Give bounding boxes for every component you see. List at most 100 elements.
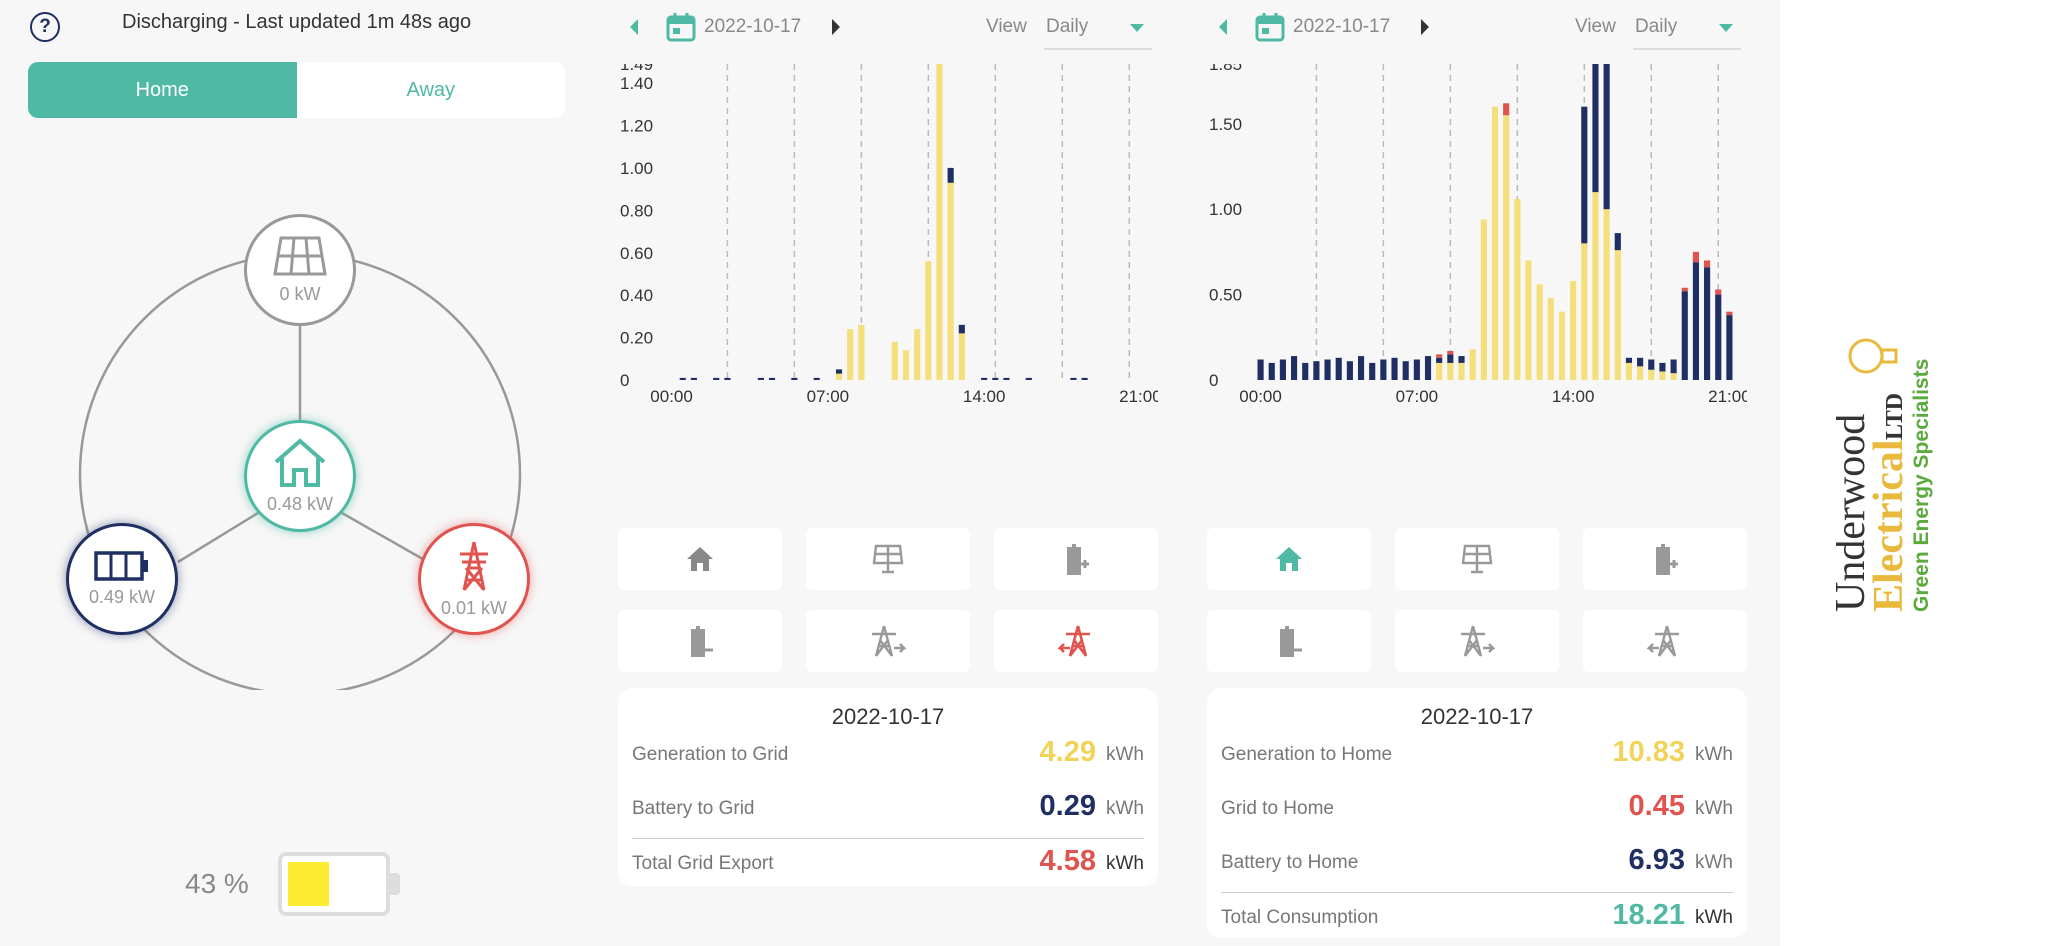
bar-segment [1592,64,1599,193]
x-tick-label: 07:00 [807,387,850,406]
bar-segment [1614,233,1621,251]
bar-segment [1380,359,1387,380]
grid-node[interactable]: 0.01 kW [418,523,530,635]
bar-segment [925,261,932,380]
chevron-down-icon [1130,24,1144,32]
prev-date-icon[interactable] [1219,19,1227,35]
summary-row-value: 0.29 [1039,790,1096,822]
grid-import-icon [1647,625,1679,657]
energy-flow-diagram: 0 kW 0.48 kW 0.49 kW 0.01 kW [60,210,540,690]
next-date-icon[interactable] [1421,19,1429,35]
date-label[interactable]: 2022-10-17 [1293,16,1391,37]
battery-discharge-icon [691,626,713,657]
consumption-panel: 2022-10-17 View Daily 0 0.50 1.00 1.50 1.85 0… [1207,0,1747,946]
solar-panel-icon [1461,544,1493,574]
bar-segment [891,341,898,380]
battery-discharge-filter-button[interactable] [1207,610,1371,672]
logo-line1: Underwood [1836,414,1874,612]
grid-export-filter-button[interactable] [1395,610,1559,672]
y-tick-label: 1.40 [620,74,653,93]
bar-segment [902,350,910,380]
battery-charge-icon [1656,544,1678,575]
bar-segment [1670,373,1677,380]
y-tick-label: 0.40 [620,286,653,305]
summary-row: Grid to Home 0.45 kWh [1221,784,1733,838]
bar-segment [1637,357,1644,367]
summary-row-label: Battery to Home [1221,852,1359,873]
home-node[interactable]: 0.48 kW [244,420,356,532]
battery-charge-filter-button[interactable] [1583,528,1747,590]
battery-power-value: 0.49 kW [88,586,156,607]
home-filter-button[interactable] [618,528,782,590]
y-tick-label: 1.00 [1209,200,1242,219]
solar-filter-button[interactable] [1395,528,1559,590]
bar-segment [1726,311,1733,316]
pylon-icon [460,541,488,591]
bar-segment [1025,377,1032,380]
grid-export-filter-button[interactable] [806,610,970,672]
bar-segment [936,64,943,380]
consumption-chart: 0 0.50 1.00 1.50 1.85 00:00 07:00 14:00 21:00 [1209,64,1747,406]
date-label[interactable]: 2022-10-17 [704,16,802,37]
help-icon[interactable]: ? [30,12,60,42]
solar-filter-button[interactable] [806,528,970,590]
bar-segment [1003,377,1010,380]
bar-segment [1257,359,1264,380]
battery-discharge-filter-button[interactable] [618,610,782,672]
bar-segment [981,377,988,380]
export-summary-card: 2022-10-17 Generation to Grid 4.29 kWh B… [618,688,1158,886]
summary-row-unit: kWh [1695,744,1733,765]
summary-row-unit: kWh [1106,853,1144,874]
grid-import-filter-button[interactable] [1583,610,1747,672]
bar-segment [1503,103,1510,116]
home-icon [687,547,713,571]
bar-segment [1291,356,1298,380]
summary-row: Generation to Grid 4.29 kWh [632,730,1144,784]
battery-percent: 43 % [185,868,249,899]
battery-discharge-icon [1280,626,1302,657]
bar-segment [1547,298,1554,380]
home-filter-button[interactable] [1207,528,1371,590]
bar-segment [1726,315,1733,380]
y-tick-label: 0.50 [1209,286,1242,305]
next-date-icon[interactable] [832,19,840,35]
chevron-down-icon [1719,24,1733,32]
date-bar: 2022-10-17 View Daily [1207,10,1747,54]
battery-icon [94,550,148,581]
bar-segment [992,377,999,380]
home-mode-button[interactable]: Home [28,62,297,118]
view-label: View [986,16,1027,37]
view-select[interactable]: Daily [1633,10,1741,50]
summary-row-unit: kWh [1695,852,1733,873]
bar-segment [1704,267,1711,380]
summary-row-label: Grid to Home [1221,798,1334,819]
summary-row-value: 18.21 [1612,899,1685,931]
y-tick-label: 0 [1209,371,1218,390]
bar-segment [1369,362,1376,380]
summary-row: Battery to Grid 0.29 kWh [632,784,1144,838]
calendar-icon[interactable] [1255,12,1285,42]
battery-charge-filter-button[interactable] [994,528,1158,590]
solar-panel-icon [273,236,327,275]
consumption-summary-card: 2022-10-17 Generation to Home 10.83 kWh … [1207,688,1747,938]
y-tick-label: 1.50 [1209,115,1242,134]
mode-toggle: Home Away [28,62,565,118]
prev-date-icon[interactable] [630,19,638,35]
summary-row-label: Generation to Home [1221,744,1393,765]
solar-node[interactable]: 0 kW [244,214,356,326]
grid-import-filter-button[interactable] [994,610,1158,672]
bar-segment [1436,357,1443,363]
bar-segment [914,329,921,380]
summary-row-unit: kWh [1695,907,1733,928]
view-select[interactable]: Daily [1044,10,1152,50]
bar-segment [858,324,865,380]
bar-segment [958,324,965,334]
calendar-icon[interactable] [666,12,696,42]
battery-node[interactable]: 0.49 kW [66,523,178,635]
battery-charge-icon [1067,544,1089,575]
x-tick-label: 00:00 [650,387,693,406]
away-mode-button[interactable]: Away [406,78,456,101]
grid-import-icon [1058,625,1090,657]
bar-segment [1625,357,1633,363]
bar-segment [1659,371,1666,380]
